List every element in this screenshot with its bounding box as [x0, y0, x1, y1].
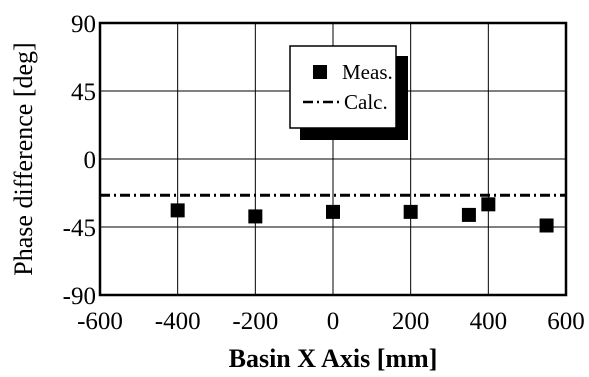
- x-tick-label: 0: [327, 308, 340, 335]
- legend-label-calc: Calc.: [344, 90, 388, 114]
- x-tick-label: -200: [232, 308, 278, 335]
- y-tick-label: 0: [84, 147, 97, 174]
- y-tick-label: -45: [63, 215, 96, 242]
- meas-point: [539, 218, 554, 233]
- meas-point: [403, 204, 418, 219]
- x-tick-label: 600: [547, 308, 585, 335]
- x-tick-label: -400: [155, 308, 201, 335]
- legend-label-meas: Meas.: [342, 60, 393, 84]
- plot-frame: [98, 21, 568, 297]
- plot-data: [100, 193, 566, 233]
- x-tick-label: -600: [77, 308, 123, 335]
- x-tick-label: 200: [392, 308, 430, 335]
- y-tick-label: 45: [71, 79, 96, 106]
- meas-point: [481, 197, 496, 212]
- legend-box: [289, 45, 397, 129]
- meas-point: [248, 209, 263, 224]
- y-axis-title: Phase difference [deg]: [9, 42, 38, 275]
- y-tick-label: -90: [63, 283, 96, 310]
- legend: Meas. Calc.: [289, 45, 408, 140]
- x-tick-label: 400: [470, 308, 508, 335]
- legend-marker-meas: [313, 65, 327, 79]
- meas-point: [170, 203, 185, 218]
- meas-point: [461, 207, 476, 222]
- tick-labels: -600 -400 -200 0 200 400 600 90 45 0 -45 -90: [63, 11, 585, 335]
- meas-point: [326, 204, 340, 219]
- x-axis-title: Basin X Axis [mm]: [229, 344, 438, 373]
- y-tick-label: 90: [71, 11, 96, 38]
